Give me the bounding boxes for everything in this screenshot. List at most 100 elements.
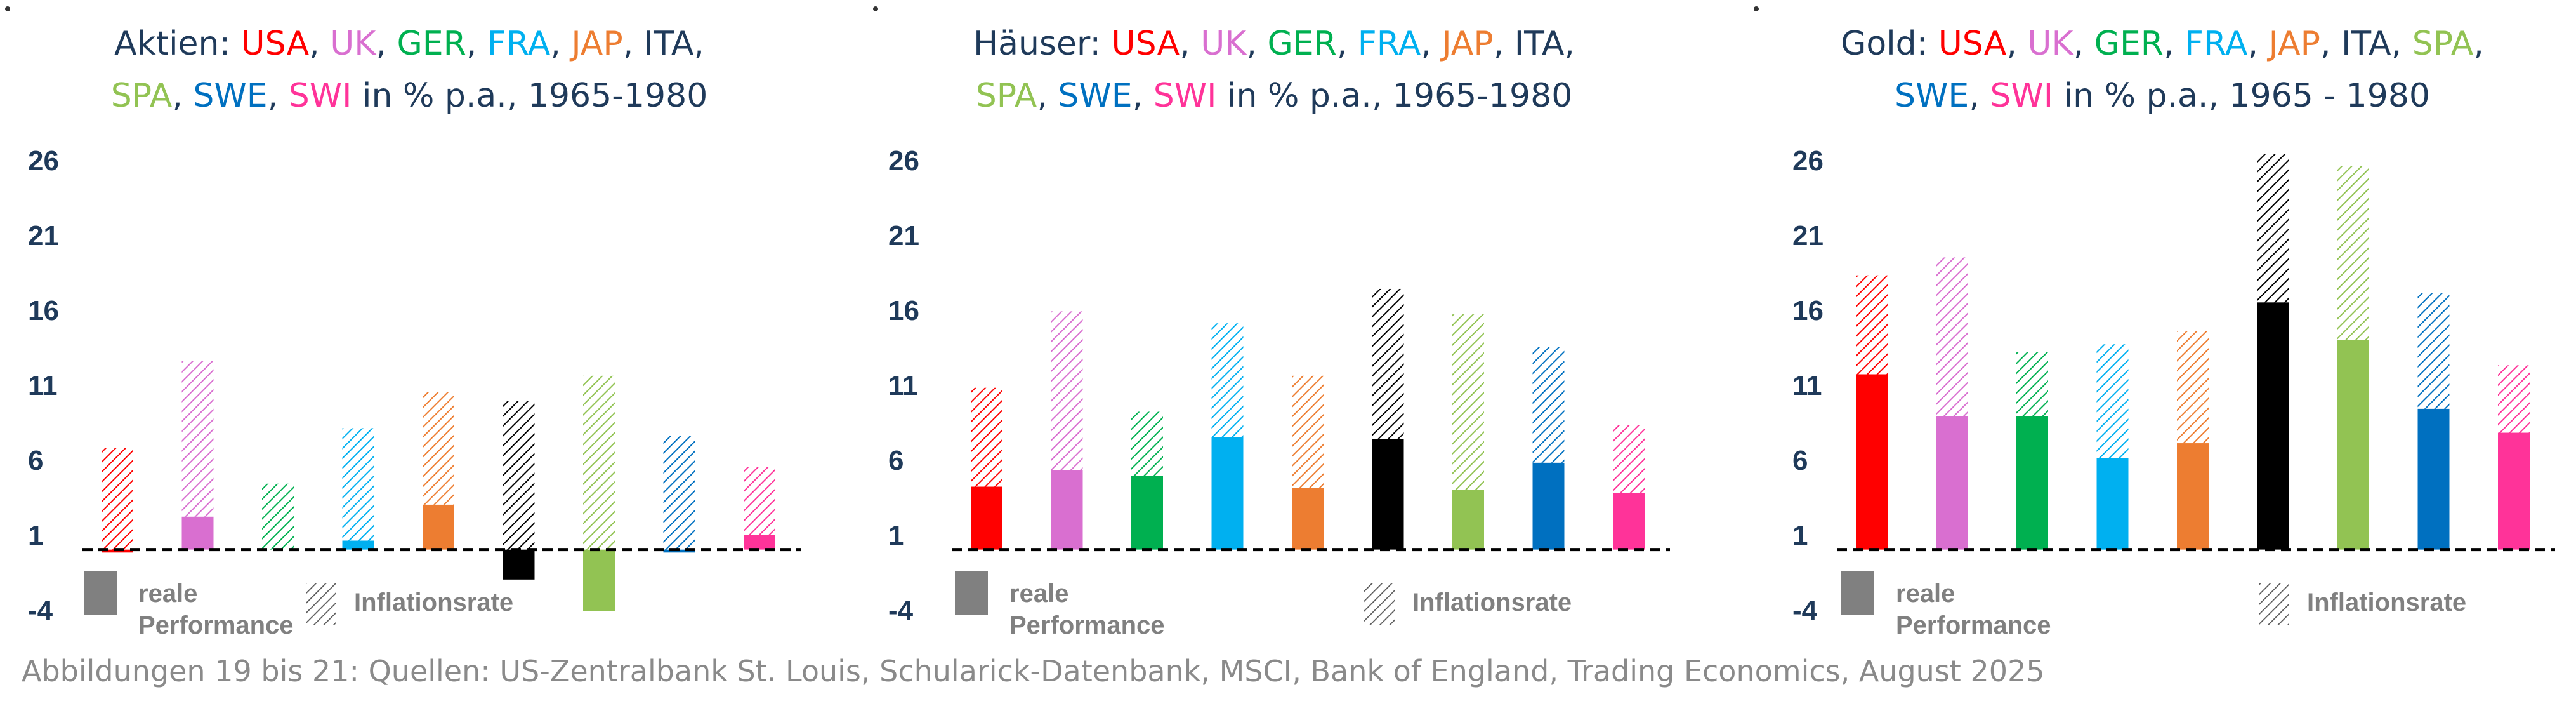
- chart-panel-2: Häuser: USA, UK, GER, FRA, JAP, ITA, SPA,…: [888, 25, 1670, 639]
- bar-real-swi: [2498, 432, 2530, 550]
- y-tick-label: 1: [28, 520, 43, 551]
- bar-inflation-fra: [342, 428, 374, 541]
- bar-inflation-jap: [1292, 375, 1324, 488]
- corner-dot: [873, 6, 878, 11]
- y-tick-label: 26: [888, 145, 919, 176]
- bar-inflation-swe: [1532, 347, 1565, 463]
- bar-inflation-jap: [423, 392, 454, 505]
- bar-real-swe: [2417, 408, 2450, 550]
- y-tick-label: 16: [28, 295, 59, 326]
- bar-inflation-ger: [1131, 411, 1163, 476]
- bar-real-spa: [1452, 490, 1484, 550]
- bar-real-fra: [342, 540, 374, 550]
- y-tick-label: 11: [888, 370, 918, 401]
- bar-inflation-swi: [2498, 365, 2530, 433]
- bar-inflation-swe: [2417, 293, 2450, 409]
- bar-inflation-ita: [1372, 288, 1404, 439]
- legend-label-inflation: Inflationsrate: [354, 589, 513, 616]
- bar-real-jap: [1292, 488, 1324, 550]
- bar-inflation-usa: [1856, 275, 1888, 375]
- bar-inflation-ita: [503, 401, 535, 550]
- bar-real-jap: [423, 504, 454, 550]
- bar-inflation-usa: [102, 448, 133, 550]
- y-tick-label: 6: [1792, 445, 1808, 476]
- bar-real-uk: [181, 516, 214, 550]
- bar-inflation-spa: [2337, 166, 2369, 340]
- chart-title-line-2: SWE, SWI in % p.a., 1965 - 1980: [1895, 77, 2430, 115]
- legend-swatch-inflation: [306, 583, 336, 625]
- y-tick-label: 1: [888, 520, 904, 551]
- legend-label-real-2: Performance: [1009, 611, 1165, 639]
- y-tick-label: 21: [1792, 220, 1824, 251]
- bar-real-spa: [2337, 340, 2369, 550]
- y-tick-label: 6: [888, 445, 904, 476]
- legend-label-inflation: Inflationsrate: [2307, 589, 2466, 616]
- legend-label-real-1: reale: [138, 580, 197, 608]
- bar-inflation-swe: [663, 436, 695, 550]
- y-tick-label: 6: [28, 445, 43, 476]
- chart-title-line-2: SPA, SWE, SWI in % p.a., 1965-1980: [111, 77, 708, 115]
- legend-label-real-1: reale: [1896, 580, 1955, 608]
- legend-swatch-real: [955, 571, 988, 615]
- bar-real-fra: [2096, 458, 2129, 550]
- bar-real-ita: [1372, 438, 1404, 550]
- chart-title-line-1: Gold: USA, UK, GER, FRA, JAP, ITA, SPA,: [1841, 25, 2484, 63]
- corner-dot: [1754, 6, 1759, 11]
- chart-title-line-2: SPA, SWE, SWI in % p.a., 1965-1980: [976, 77, 1573, 115]
- bar-real-jap: [2177, 443, 2209, 550]
- bar-real-swi: [744, 535, 775, 550]
- bar-inflation-uk: [181, 361, 214, 517]
- y-tick-label: 11: [28, 370, 58, 401]
- chart-panel-3: Gold: USA, UK, GER, FRA, JAP, ITA, SPA, S…: [1792, 25, 2555, 639]
- legend-swatch-inflation: [2259, 583, 2289, 625]
- bar-real-swi: [1613, 492, 1645, 550]
- bar-real-fra: [1211, 437, 1244, 550]
- y-tick-label: 16: [1792, 295, 1824, 326]
- bar-inflation-fra: [2096, 344, 2129, 458]
- bar-real-ita: [2257, 302, 2289, 550]
- bar-real-ger: [2016, 416, 2048, 550]
- bar-real-spa: [583, 549, 615, 611]
- legend-label-real-1: reale: [1009, 580, 1068, 608]
- chart-title-line-1: Aktien: USA, UK, GER, FRA, JAP, ITA,: [114, 25, 704, 63]
- bar-inflation-swi: [1613, 425, 1645, 493]
- bar-inflation-uk: [1051, 311, 1083, 470]
- bar-inflation-spa: [583, 375, 615, 550]
- bar-real-usa: [1856, 374, 1888, 550]
- bar-real-swe: [1532, 462, 1565, 550]
- legend-swatch-real: [1841, 571, 1874, 615]
- y-tick-label: -4: [1792, 595, 1818, 626]
- source-note: Abbildungen 19 bis 21: Quellen: US-Zentr…: [22, 654, 2045, 688]
- y-tick-label: 21: [28, 220, 59, 251]
- legend-label-real-2: Performance: [1896, 611, 2051, 639]
- y-tick-label: -4: [28, 595, 53, 626]
- bar-inflation-swi: [744, 467, 775, 535]
- y-tick-label: 26: [1792, 145, 1824, 176]
- bar-inflation-spa: [1452, 314, 1484, 490]
- bar-real-usa: [971, 486, 1002, 550]
- chart-panel-1: Aktien: USA, UK, GER, FRA, JAP, ITA, SPA,…: [28, 25, 801, 639]
- y-tick-label: 21: [888, 220, 919, 251]
- bar-inflation-jap: [2177, 331, 2209, 444]
- legend-label-inflation: Inflationsrate: [1412, 589, 1572, 616]
- legend-swatch-real: [84, 571, 117, 615]
- bar-inflation-fra: [1211, 323, 1244, 437]
- bar-inflation-ger: [2016, 352, 2048, 416]
- chart-title-line-1: Häuser: USA, UK, GER, FRA, JAP, ITA,: [973, 25, 1575, 63]
- bar-real-uk: [1051, 470, 1083, 550]
- bar-real-ger: [1131, 476, 1163, 550]
- y-tick-label: 11: [1792, 370, 1822, 401]
- y-tick-label: 26: [28, 145, 59, 176]
- bar-inflation-ita: [2257, 154, 2289, 303]
- y-tick-label: -4: [888, 595, 914, 626]
- legend-swatch-inflation: [1364, 583, 1395, 625]
- legend-label-real-2: Performance: [138, 611, 294, 639]
- bar-real-ita: [503, 549, 535, 580]
- corner-dot: [5, 6, 10, 11]
- bar-inflation-uk: [1936, 257, 1968, 416]
- y-tick-label: 1: [1792, 520, 1808, 551]
- bar-inflation-usa: [971, 387, 1002, 487]
- bar-real-uk: [1936, 416, 1968, 550]
- bar-inflation-ger: [262, 483, 294, 550]
